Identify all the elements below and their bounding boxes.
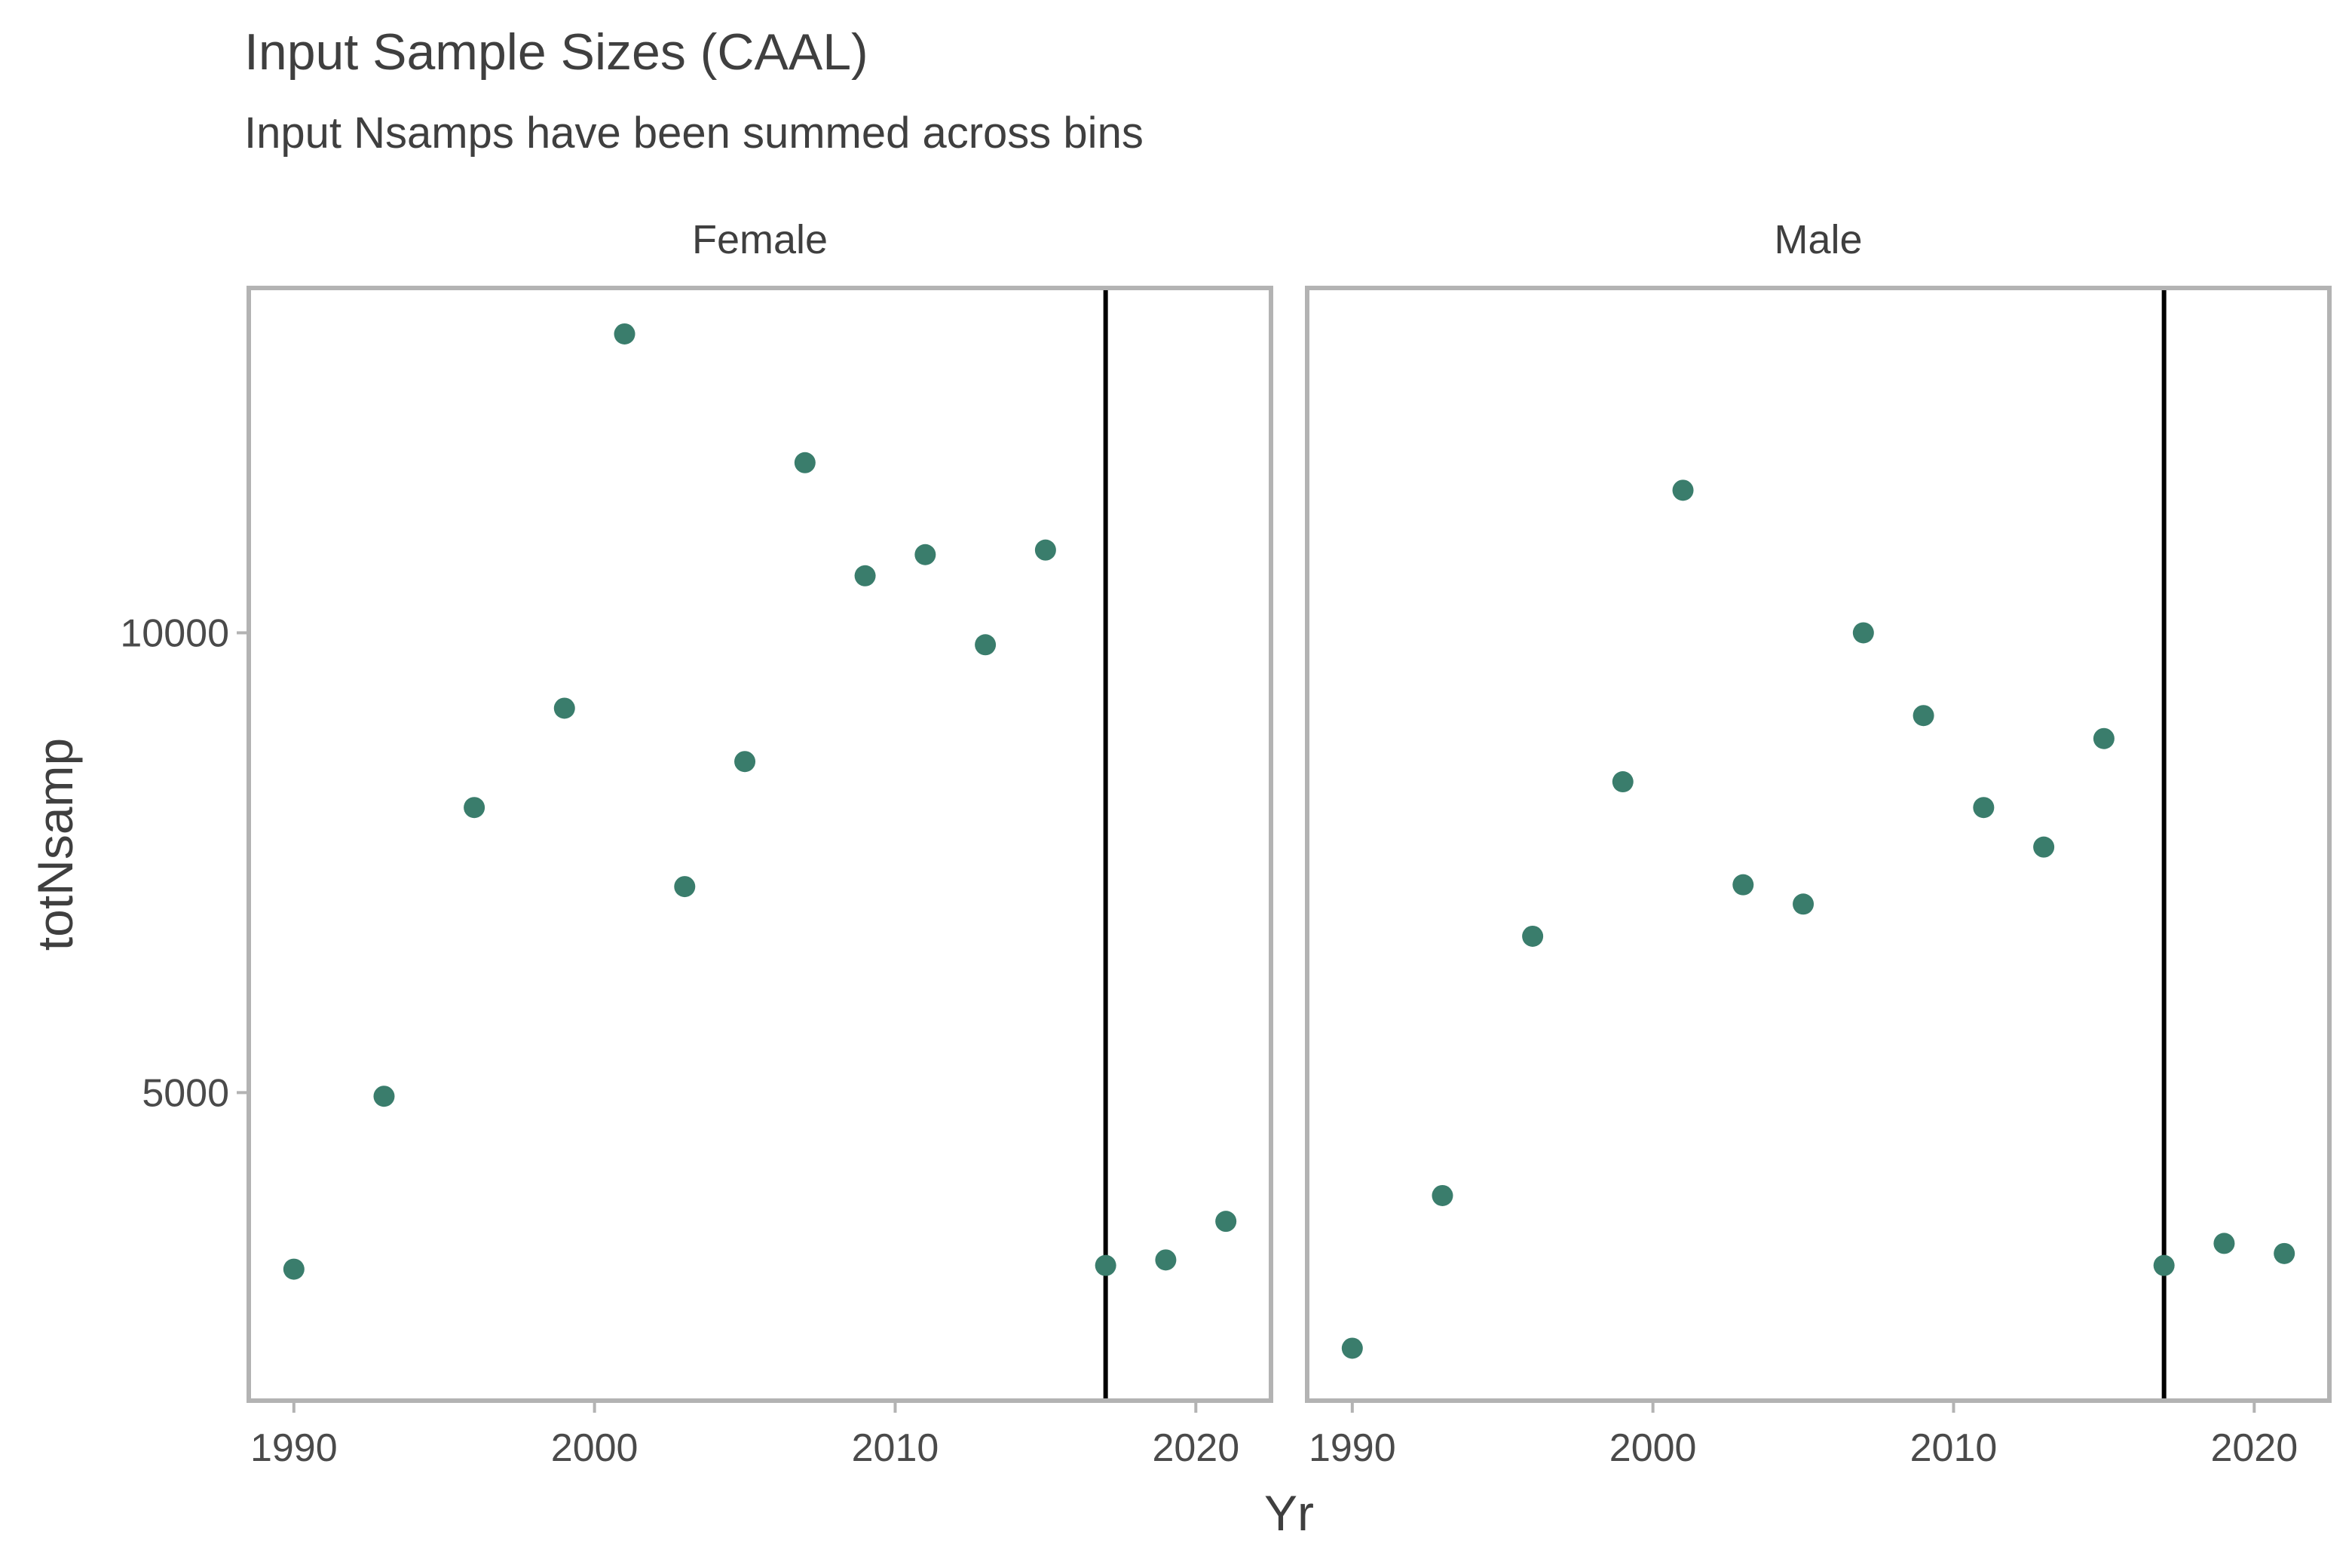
data-point: [283, 1258, 305, 1280]
data-point: [373, 1086, 395, 1107]
data-point: [464, 797, 485, 819]
x-tick-label: 1990: [1309, 1426, 1396, 1470]
y-tick-label: 5000: [142, 1071, 229, 1115]
chart-title: Input Sample Sizes (CAAL): [244, 23, 868, 81]
data-point: [674, 876, 696, 898]
y-axis-title: totNsamp: [27, 738, 83, 951]
data-point: [794, 452, 816, 473]
panel-strip-label: Female: [692, 217, 828, 262]
data-point: [1034, 539, 1056, 561]
data-point: [2033, 836, 2055, 858]
facet-panels: Female 1990 2000 2010 2020 5000 10000 Male 1990 2…: [120, 217, 2332, 1470]
panel-female: Female 1990 2000 2010 2020 5000 10000: [120, 217, 1273, 1470]
data-point: [2153, 1254, 2175, 1276]
data-point: [1155, 1249, 1177, 1271]
data-point: [734, 751, 756, 773]
data-point: [1612, 771, 1634, 793]
x-tick-label: 2000: [551, 1426, 639, 1470]
data-point: [975, 634, 997, 656]
data-point: [553, 697, 575, 719]
data-point: [1973, 797, 1995, 819]
x-tick-label: 2010: [852, 1426, 939, 1470]
data-point: [1522, 925, 1544, 947]
data-point: [854, 565, 876, 586]
x-tick-label: 1990: [250, 1426, 338, 1470]
data-point: [914, 544, 936, 565]
x-tick-label: 2020: [1152, 1426, 1239, 1470]
x-tick-label: 2020: [2210, 1426, 2298, 1470]
x-tick-label: 2000: [1609, 1426, 1697, 1470]
chart-subtitle: Input Nsamps have been summed across bin…: [244, 109, 1144, 158]
data-point: [1215, 1211, 1237, 1233]
data-point: [2093, 727, 2115, 749]
data-point: [1852, 622, 1874, 644]
data-point: [1095, 1254, 1116, 1276]
data-point: [1793, 893, 1815, 915]
panel-frame: [1305, 286, 2332, 1403]
x-axis-title: Yr: [1264, 1485, 1314, 1541]
y-tick-label: 10000: [120, 611, 229, 655]
data-point: [1672, 479, 1694, 501]
data-point: [1341, 1337, 1363, 1359]
panel-strip-label: Male: [1774, 217, 1862, 262]
data-point: [614, 323, 635, 345]
panel-frame: [247, 286, 1273, 1403]
data-point: [2213, 1233, 2235, 1254]
x-tick-label: 2010: [1910, 1426, 1998, 1470]
panel-male: Male 1990 2000 2010 2020: [1305, 217, 2332, 1470]
data-point: [1913, 705, 1934, 727]
data-point: [1432, 1184, 1453, 1206]
data-point: [2274, 1242, 2295, 1264]
data-point: [1732, 874, 1754, 896]
